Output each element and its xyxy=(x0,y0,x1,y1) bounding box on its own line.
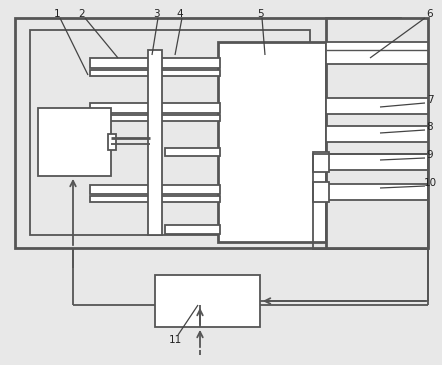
Bar xyxy=(218,42,326,242)
Bar xyxy=(155,275,260,327)
Text: 2: 2 xyxy=(79,9,85,19)
Text: 4: 4 xyxy=(177,9,183,19)
Text: 11: 11 xyxy=(168,335,182,345)
Bar xyxy=(326,184,428,200)
Bar xyxy=(165,225,220,234)
Bar xyxy=(15,18,400,248)
Bar xyxy=(90,70,220,76)
Bar xyxy=(326,126,428,142)
Bar xyxy=(313,182,329,202)
Bar xyxy=(90,196,220,202)
Bar xyxy=(38,108,111,176)
Bar xyxy=(108,134,116,150)
Bar xyxy=(30,30,310,235)
Text: 1: 1 xyxy=(53,9,60,19)
Bar xyxy=(326,18,428,248)
Text: 8: 8 xyxy=(427,122,433,132)
Text: 9: 9 xyxy=(427,150,433,160)
Bar xyxy=(90,115,220,121)
Bar xyxy=(326,154,428,170)
Bar xyxy=(165,148,220,156)
Text: 10: 10 xyxy=(423,178,437,188)
Text: 7: 7 xyxy=(427,95,433,105)
Bar xyxy=(148,50,162,235)
Bar xyxy=(90,103,220,113)
Bar xyxy=(90,58,220,68)
Text: 3: 3 xyxy=(152,9,159,19)
Text: 6: 6 xyxy=(427,9,433,19)
Bar xyxy=(326,98,428,114)
Bar xyxy=(90,185,220,194)
Bar xyxy=(326,42,428,64)
Bar xyxy=(313,154,428,249)
Text: 5: 5 xyxy=(257,9,263,19)
Bar xyxy=(313,152,329,172)
